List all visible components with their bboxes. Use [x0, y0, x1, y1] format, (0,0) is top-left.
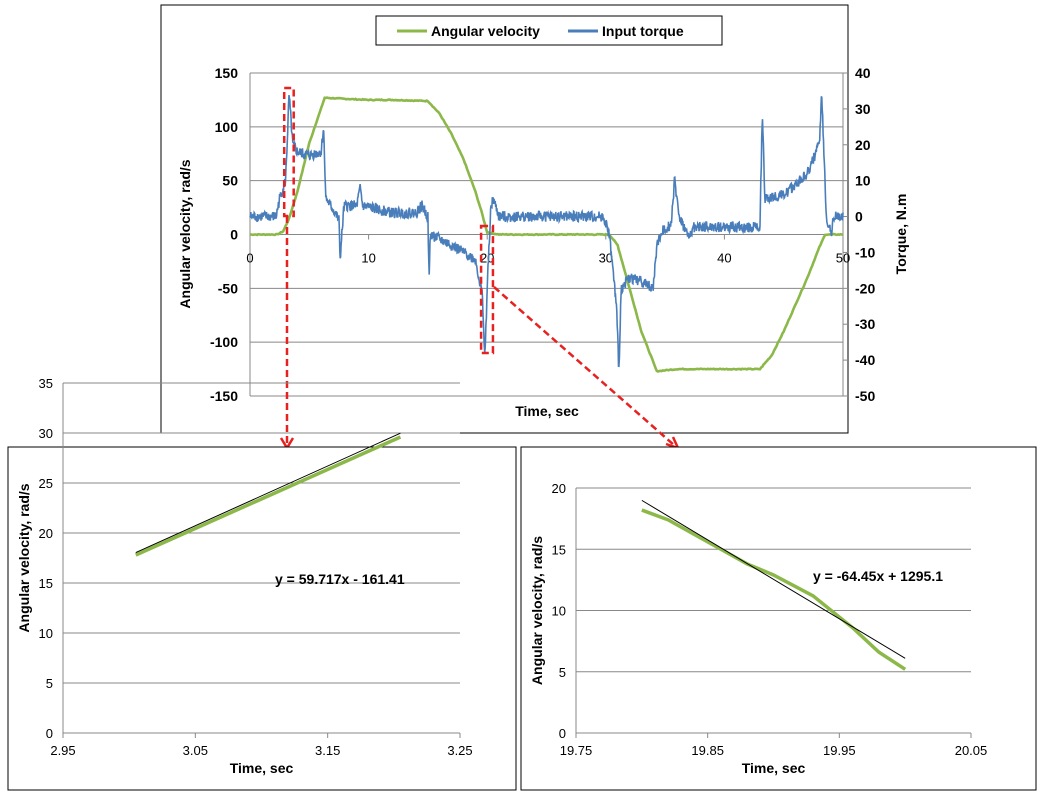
y2-tick-label: -20: [855, 280, 875, 296]
y-tick-label: -150: [210, 388, 238, 404]
y-axis-label: Angular velocity, rad/s: [16, 483, 32, 632]
trendline-equation: y = -64.45x + 1295.1: [813, 568, 943, 584]
x-axis-label: Time, sec: [515, 403, 579, 419]
y-tick-label: 20: [552, 481, 566, 496]
trendline-equation: y = 59.717x - 161.41: [275, 571, 405, 587]
legend: [375, 15, 723, 46]
x-tick-label: 3.15: [315, 743, 340, 758]
y-tick-label: 15: [552, 542, 566, 557]
highlight-box: [282, 86, 295, 218]
y-tick-label: 25: [39, 476, 53, 491]
y-tick-label: 5: [46, 676, 53, 691]
y-axis-label: Angular velocity, rad/s: [177, 159, 193, 308]
highlight-box: [479, 224, 495, 355]
y-tick-label: 35: [39, 376, 53, 391]
trendline: [641, 499, 906, 659]
x-tick-label: 10: [361, 251, 375, 266]
y-tick-label: 0: [46, 726, 53, 741]
y2-tick-label: -50: [855, 388, 875, 404]
series-line-angular-velocity: [249, 96, 843, 373]
y2-tick-label: 30: [855, 101, 871, 117]
trendline: [135, 432, 401, 554]
y2-tick-label: -10: [855, 244, 875, 260]
y2-tick-label: -40: [855, 352, 875, 368]
y-tick-label: 10: [552, 604, 566, 619]
x-tick-label: 50: [836, 251, 850, 266]
series-line-angular-velocity: [135, 435, 402, 557]
y-tick-label: 10: [39, 626, 53, 641]
x-tick-label: 2.95: [50, 743, 75, 758]
zoom-chart-frame: [520, 446, 1037, 791]
y-axis-label: Angular velocity, rad/s: [529, 536, 545, 685]
y-tick-label: 5: [559, 665, 566, 680]
x-tick-label: 19.95: [823, 743, 856, 758]
series-line-angular-velocity: [641, 508, 907, 671]
x-tick-label: 19.85: [691, 743, 724, 758]
y2-tick-label: 20: [855, 137, 871, 153]
legend-label: Input torque: [602, 23, 684, 39]
y2-tick-label: 10: [855, 173, 871, 189]
zoom-arrow: [493, 286, 675, 446]
y-tick-label: 50: [222, 173, 238, 189]
y-tick-label: -100: [210, 334, 238, 350]
x-tick-label: 19.75: [560, 743, 593, 758]
x-tick-label: 40: [717, 251, 731, 266]
y2-tick-label: 40: [855, 65, 871, 81]
x-tick-label: 3.25: [447, 743, 472, 758]
y-tick-label: 15: [39, 576, 53, 591]
y-tick-label: 0: [230, 227, 238, 243]
x-tick-label: 20: [480, 251, 494, 266]
y-tick-label: 20: [39, 526, 53, 541]
y2-tick-label: -30: [855, 316, 875, 332]
y-tick-label: 100: [215, 119, 239, 135]
y-tick-label: 150: [215, 65, 239, 81]
legend-label: Angular velocity: [431, 23, 540, 39]
y2-axis-label: Torque, N.m: [893, 194, 909, 275]
x-tick-label: 3.05: [183, 743, 208, 758]
y-tick-label: 0: [559, 726, 566, 741]
y2-tick-label: 0: [855, 209, 863, 225]
x-axis-label: Time, sec: [742, 760, 806, 776]
x-axis-label: Time, sec: [230, 760, 294, 776]
x-tick-label: 30: [599, 251, 613, 266]
y-tick-label: 30: [39, 426, 53, 441]
x-tick-label: 0: [246, 251, 253, 266]
series-line-input-torque: [249, 94, 844, 368]
x-tick-label: 20.05: [955, 743, 988, 758]
y-tick-label: -50: [218, 280, 238, 296]
